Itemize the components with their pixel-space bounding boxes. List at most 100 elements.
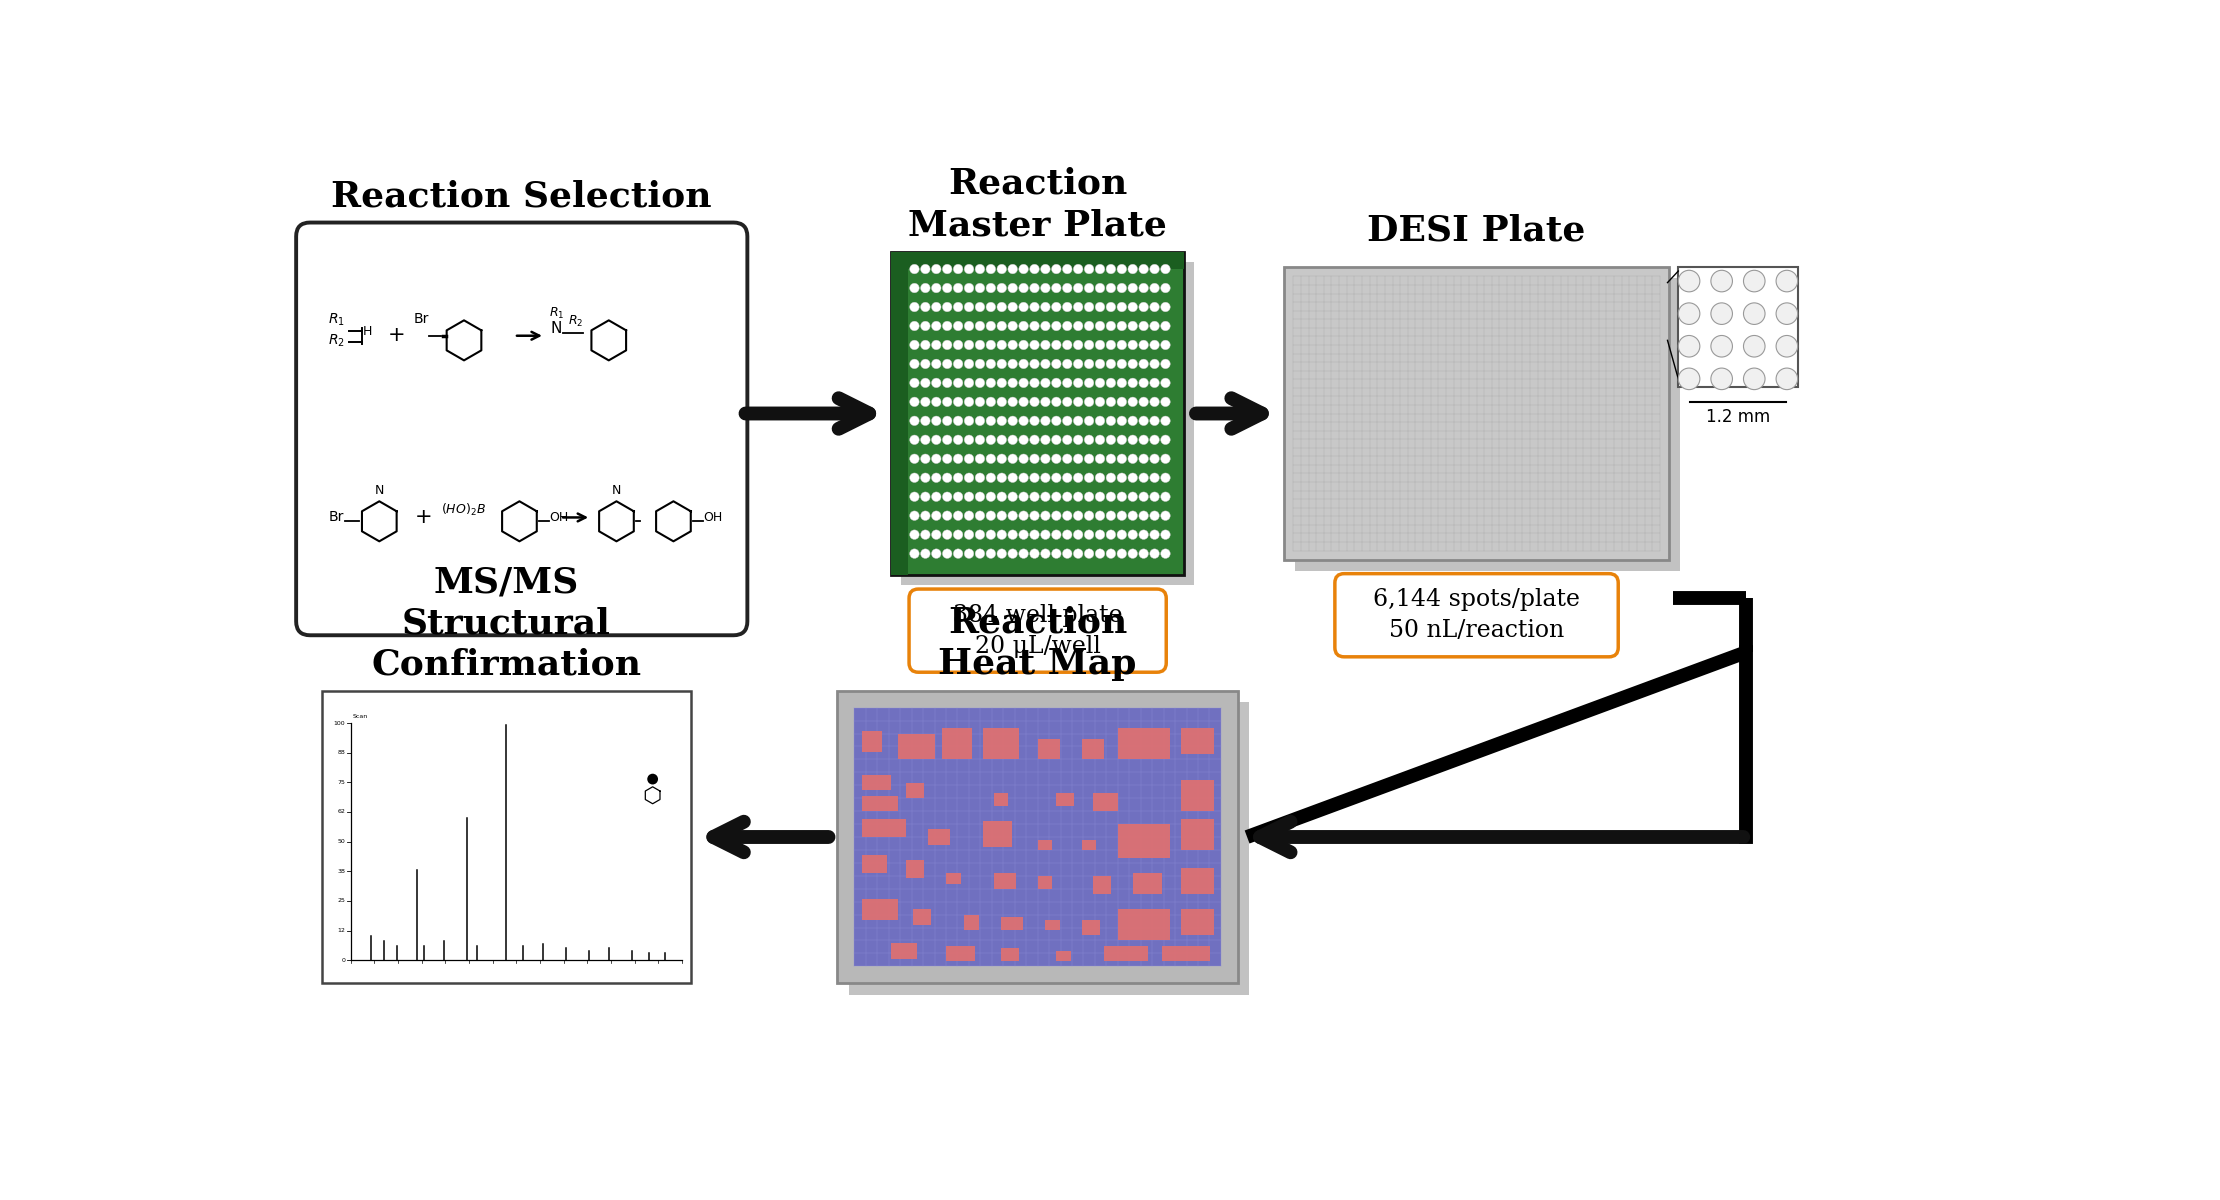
Bar — [1092, 793, 1119, 811]
Circle shape — [1074, 322, 1083, 331]
Circle shape — [944, 530, 952, 540]
Bar — [1103, 946, 1148, 961]
Circle shape — [1128, 548, 1137, 558]
Circle shape — [932, 264, 941, 274]
Circle shape — [1743, 302, 1765, 324]
Circle shape — [910, 454, 919, 463]
Circle shape — [910, 283, 919, 293]
Circle shape — [1139, 302, 1148, 312]
Circle shape — [952, 322, 963, 331]
Circle shape — [1117, 473, 1126, 482]
Circle shape — [1052, 548, 1061, 558]
Circle shape — [952, 340, 963, 349]
Circle shape — [1150, 264, 1159, 274]
Circle shape — [952, 454, 963, 463]
Circle shape — [986, 416, 995, 426]
Text: $R_1$: $R_1$ — [548, 306, 564, 322]
Circle shape — [1074, 283, 1083, 293]
Circle shape — [1161, 511, 1170, 521]
Circle shape — [963, 416, 975, 426]
Text: OH: OH — [551, 511, 568, 524]
Circle shape — [1117, 511, 1126, 521]
Text: 6,144 spots/plate
50 nL/reaction: 6,144 spots/plate 50 nL/reaction — [1372, 588, 1581, 642]
Bar — [912, 910, 932, 925]
Circle shape — [975, 416, 986, 426]
Circle shape — [910, 473, 919, 482]
Circle shape — [944, 359, 952, 368]
Bar — [946, 874, 961, 883]
Text: $R_2$: $R_2$ — [568, 314, 584, 329]
Circle shape — [975, 530, 986, 540]
Circle shape — [1094, 511, 1106, 521]
Circle shape — [1150, 548, 1159, 558]
Text: Reaction
Master Plate: Reaction Master Plate — [908, 167, 1168, 242]
Circle shape — [975, 264, 986, 274]
Circle shape — [1008, 283, 1017, 293]
Circle shape — [921, 340, 930, 349]
Circle shape — [1063, 264, 1072, 274]
Circle shape — [1117, 454, 1126, 463]
Circle shape — [944, 378, 952, 388]
Text: 62: 62 — [337, 810, 346, 815]
Circle shape — [1094, 378, 1106, 388]
Circle shape — [1117, 548, 1126, 558]
Circle shape — [963, 548, 975, 558]
Circle shape — [1712, 270, 1732, 292]
Text: 1.2 mm: 1.2 mm — [1705, 408, 1769, 426]
Circle shape — [1150, 511, 1159, 521]
Circle shape — [932, 340, 941, 349]
Circle shape — [932, 397, 941, 407]
Circle shape — [1106, 454, 1117, 463]
Circle shape — [944, 397, 952, 407]
Circle shape — [944, 302, 952, 312]
Circle shape — [910, 548, 919, 558]
Circle shape — [1139, 530, 1148, 540]
Bar — [861, 818, 906, 838]
Circle shape — [1161, 416, 1170, 426]
Circle shape — [932, 492, 941, 502]
Text: 384 well plate
20 μL/well: 384 well plate 20 μL/well — [952, 604, 1123, 658]
Circle shape — [910, 511, 919, 521]
Circle shape — [963, 473, 975, 482]
Circle shape — [1106, 322, 1117, 331]
Text: OH: OH — [704, 511, 724, 524]
Circle shape — [1030, 548, 1039, 558]
Circle shape — [1117, 302, 1126, 312]
Circle shape — [1150, 492, 1159, 502]
Circle shape — [1150, 340, 1159, 349]
Circle shape — [997, 492, 1006, 502]
Circle shape — [1128, 416, 1137, 426]
Bar — [928, 829, 950, 845]
Circle shape — [921, 264, 930, 274]
Circle shape — [932, 511, 941, 521]
Circle shape — [1161, 454, 1170, 463]
Circle shape — [1063, 340, 1072, 349]
Circle shape — [963, 436, 975, 444]
Circle shape — [986, 322, 995, 331]
Circle shape — [1150, 359, 1159, 368]
Text: 75: 75 — [337, 780, 346, 785]
Circle shape — [1150, 473, 1159, 482]
Circle shape — [1074, 397, 1083, 407]
Bar — [1081, 840, 1097, 850]
Text: 38: 38 — [337, 869, 346, 874]
Circle shape — [921, 378, 930, 388]
Circle shape — [910, 322, 919, 331]
Circle shape — [1083, 359, 1094, 368]
Circle shape — [932, 359, 941, 368]
Circle shape — [975, 454, 986, 463]
Circle shape — [1106, 436, 1117, 444]
Text: $(HO)_2B$: $(HO)_2B$ — [442, 502, 486, 517]
Circle shape — [921, 416, 930, 426]
Circle shape — [1094, 416, 1106, 426]
Text: H: H — [362, 325, 371, 338]
Circle shape — [1052, 302, 1061, 312]
Circle shape — [1678, 368, 1701, 390]
Circle shape — [1161, 492, 1170, 502]
Circle shape — [1074, 454, 1083, 463]
Circle shape — [944, 322, 952, 331]
Circle shape — [1052, 322, 1061, 331]
Circle shape — [944, 340, 952, 349]
Circle shape — [1074, 378, 1083, 388]
Circle shape — [963, 283, 975, 293]
